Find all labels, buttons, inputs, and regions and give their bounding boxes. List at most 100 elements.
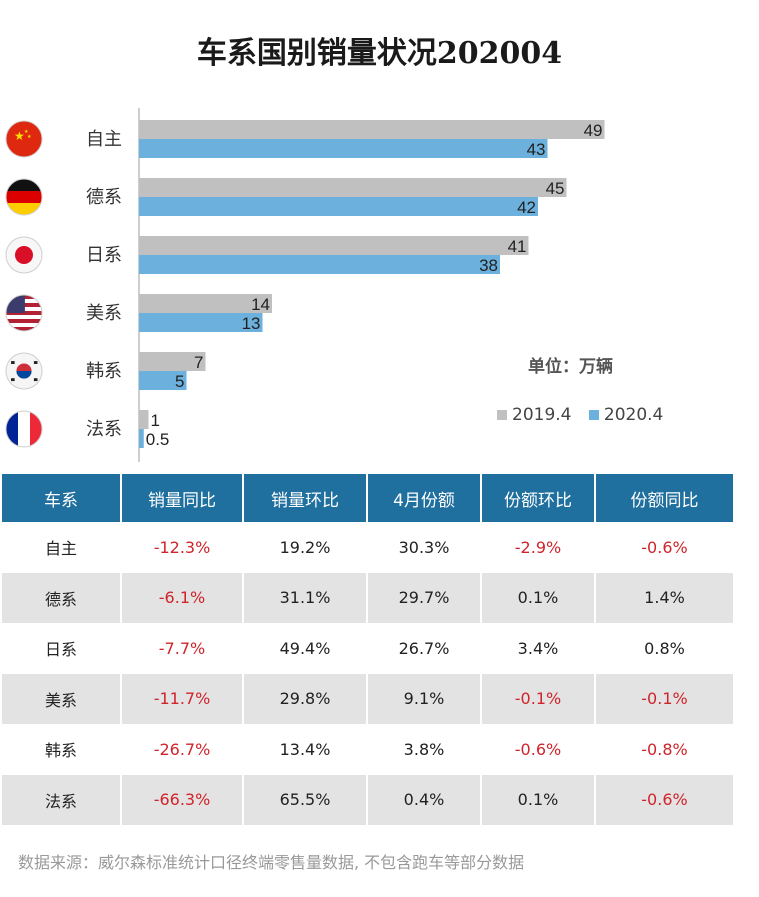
bar-2020.4-日系 [139,255,500,274]
cell: -11.7% [122,673,244,724]
data-source-note: 数据来源：威尔森标准统计口径终端零售量数据, 不包含跑车等部分数据 [18,853,525,872]
svg-text:★: ★ [24,129,29,135]
germany-flag-icon [5,178,43,216]
stats-table: 车系 销量同比 销量环比 4月份额 份额环比 份额同比 自主 -12.3% 19… [2,474,733,825]
legend-label-2020: 2020.4 [603,405,664,425]
legend-swatch-2020 [588,410,599,420]
value-label: 14 [251,295,270,314]
category-label: 日系 [86,245,122,266]
cell: 31.1% [244,572,368,623]
cell: -0.8% [641,739,688,759]
value-label: 43 [527,140,546,159]
cell: 26.7% [368,623,482,674]
category-label: 美系 [86,303,122,324]
usa-flag-icon [5,294,43,332]
table-header-row: 车系 销量同比 销量环比 4月份额 份额环比 份额同比 [2,474,733,522]
cell: -66.3% [122,774,244,825]
bar-2020.4-自主 [139,139,548,158]
bar-2019.4-德系 [139,178,567,197]
value-label: 41 [508,237,527,256]
cell: 30.3% [368,522,482,573]
cell: 0.4% [368,774,482,825]
france-flag-icon [5,410,43,448]
header-cell: 份额环比 [482,474,596,522]
cell: 美系 [2,673,122,724]
cell: 19.2% [244,522,368,573]
cell: 0.1% [482,572,596,623]
svg-text:★: ★ [14,129,25,143]
cell: -12.3% [122,522,244,573]
header-cell: 车系 [2,474,122,522]
cell: 法系 [2,774,122,825]
cell: 13.4% [244,724,368,775]
cell: 49.4% [244,623,368,674]
cell: -26.7% [122,724,244,775]
table-row: 日系 -7.7% 49.4% 26.7% 3.4% 0.8% [2,623,733,674]
bar-2019.4-美系 [139,294,272,313]
value-label: 49 [584,121,603,140]
value-label: 5 [175,372,184,391]
header-cell: 销量同比 [122,474,244,522]
cell: 日系 [2,623,122,674]
legend-label-2019: 2019.4 [512,405,572,425]
bar-2019.4-法系 [139,410,149,429]
table-row: 韩系 -26.7% 13.4% 3.8% -0.6% -0.8% [2,724,733,775]
cell: 韩系 [2,724,122,775]
bar-2019.4-韩系 [139,352,206,371]
bar-2019.4-日系 [139,236,529,255]
value-label: 42 [517,198,536,217]
cell: -0.6% [482,724,596,775]
category-label: 自主 [86,129,122,150]
cell: 0.8% [644,638,685,658]
legend-item-2019: 2019.4 [497,405,571,425]
cell: 9.1% [368,673,482,724]
japan-flag-icon [5,236,43,274]
cell: -0.1% [482,673,596,724]
category-label: 韩系 [86,361,122,382]
unit-label: 单位：万辆 [528,357,613,377]
cell: 1.4% [596,572,733,623]
cell: -0.1% [596,673,733,724]
cell: 自主 [2,522,122,573]
category-label: 法系 [86,419,122,440]
header-cell: 销量环比 [244,474,368,522]
cell: 德系 [2,572,122,623]
korea-flag-icon [5,352,43,390]
category-label: 德系 [86,187,122,208]
value-label: 7 [194,353,203,372]
bar-2020.4-法系 [139,429,144,448]
bar-2019.4-自主 [139,120,605,139]
table-row: 美系 -11.7% 29.8% 9.1% -0.1% -0.1% [2,673,733,724]
header-cell: 份额同比 [596,474,733,522]
value-label: 13 [242,314,261,333]
cell: 29.8% [244,673,368,724]
svg-text:★: ★ [27,134,32,140]
legend-swatch-2019 [497,410,507,420]
cell: -6.1% [122,572,244,623]
china-flag-icon: ★ ★★ [5,120,43,158]
chart-legend: 2019.4 2020.4 [497,405,675,425]
cell: -2.9% [482,522,596,573]
legend-item-2020: 2020.4 [588,405,664,425]
bar-2020.4-美系 [139,313,263,332]
cell: 0.1% [482,774,596,825]
value-label: 1 [151,411,160,430]
cell: 29.7% [368,572,482,623]
header-cell: 4月份额 [368,474,482,522]
cell: -0.6% [641,537,688,557]
cell: 3.8% [368,724,482,775]
cell: 3.4% [482,623,596,674]
cell: -7.7% [122,623,244,674]
value-label: 45 [546,179,565,198]
table-row: 自主 -12.3% 19.2% 30.3% -2.9% -0.6% [2,522,733,573]
chart-title: 车系国别销量状况202004 [196,36,563,71]
cell: 65.5% [244,774,368,825]
bar-2020.4-德系 [139,197,538,216]
bar-2020.4-韩系 [139,371,187,390]
value-label: 0.5 [146,430,170,449]
table-row: 法系 -66.3% 65.5% 0.4% 0.1% -0.6% [2,774,733,825]
cell: -0.6% [596,774,733,825]
value-label: 38 [479,256,498,275]
table-row: 德系 -6.1% 31.1% 29.7% 0.1% 1.4% [2,572,733,623]
